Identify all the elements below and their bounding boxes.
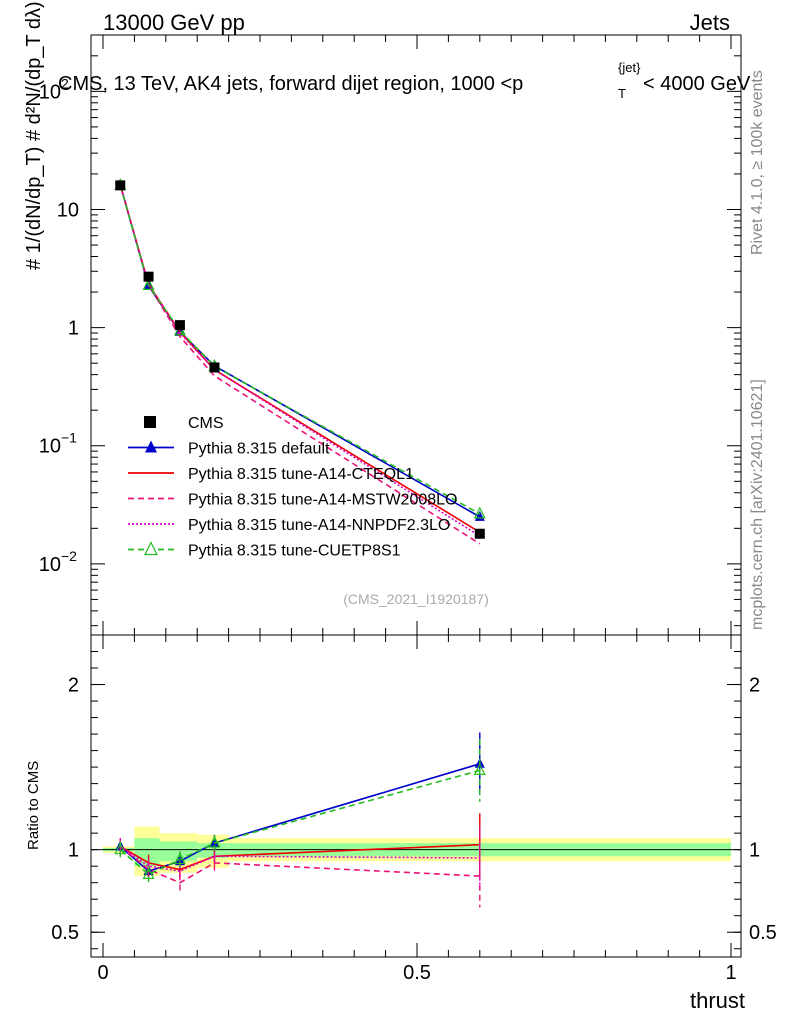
cms-data-point	[115, 180, 126, 191]
header-right: Jets	[690, 10, 730, 35]
legend-label: Pythia 8.315 tune-A14-NNPDF2.3LO	[188, 517, 450, 534]
upper-ylabel: # 1/(dN/dp_T) # d²N/(dp_T dλ)	[23, 1, 45, 270]
cms-data-point	[174, 320, 185, 331]
legend-label: Pythia 8.315 tune-CUETP8S1	[188, 543, 401, 560]
ratio-marker	[208, 835, 221, 848]
legend-swatch-marker	[145, 440, 157, 453]
lower-ytick-label-right: 0.5	[749, 922, 777, 944]
xtick-label: 1	[725, 962, 736, 984]
legend: CMS Pythia 8.315 default Pythia 8.315 tune…	[128, 415, 457, 560]
upper-ytick-label: 10	[39, 436, 61, 458]
upper-ytick-label: 10	[39, 554, 61, 576]
title-sup: {jet}	[618, 60, 641, 75]
ylabel-text: # 1/(dN/dp_T) # d²N/(dp_T dλ)	[23, 1, 45, 270]
upper-ytick-exp: 2	[61, 75, 69, 91]
xtick-label: 0.5	[403, 962, 431, 984]
xlabel: thrust	[690, 988, 745, 1013]
ratio-marker	[473, 763, 486, 776]
upper-ytick-label: 1	[68, 318, 79, 340]
legend-label: Pythia 8.315 tune-A14-CTEQL1	[188, 466, 414, 483]
upper-series-line	[119, 184, 481, 537]
ratio-series-line	[119, 845, 480, 884]
ratio-marker	[173, 852, 186, 865]
lower-frame	[90, 634, 742, 958]
legend-label: Pythia 8.315 tune-A14-MSTW2008LO	[188, 492, 457, 509]
legend-swatch-cms	[144, 416, 156, 428]
lower-ytick-label-right: 1	[749, 840, 760, 862]
cms-data-point	[143, 271, 154, 282]
upper-ytick-exp: −1	[61, 430, 77, 446]
rivet-label: Rivet 4.1.0, ≥ 100k events	[749, 70, 766, 255]
ratio-marker	[142, 867, 155, 880]
ratio-marker	[114, 842, 127, 855]
watermark: (CMS_2021_I1920187)	[343, 591, 489, 607]
title-tail: < 4000 GeV	[643, 73, 751, 95]
header-left: 13000 GeV pp	[103, 10, 245, 35]
lower-ytick-label: 0.5	[51, 922, 79, 944]
ratio-marker	[209, 837, 220, 848]
lower-ytick-label: 1	[68, 840, 79, 862]
upper-ytick-label: 10	[39, 81, 61, 103]
upper-ytick-exp: −2	[61, 548, 77, 564]
upper-marker	[142, 277, 155, 290]
ratio-series-line	[119, 845, 480, 872]
mcplots-label: mcplots.cern.ch [arXiv:2401.10621]	[749, 379, 766, 630]
uncertainty-band-green	[159, 841, 198, 862]
lower-ytick-label-right: 2	[749, 675, 760, 697]
legend-swatch-marker	[144, 541, 158, 556]
ratio-plot: 0 0.5 1 0.5 0.5 1 1 2 2	[51, 635, 777, 984]
main-title: CMS, 13 TeV, AK4 jets, forward dijet reg…	[58, 60, 751, 101]
cms-data-point	[209, 362, 220, 373]
legend-label: CMS	[188, 415, 224, 432]
title-sub: T	[618, 86, 626, 101]
xtick-label: 0	[97, 962, 108, 984]
lower-ylabel: Ratio to CMS	[25, 761, 42, 850]
title-text: CMS, 13 TeV, AK4 jets, forward dijet reg…	[58, 73, 523, 95]
lower-ytick-label: 2	[68, 675, 79, 697]
legend-label: Pythia 8.315 default	[188, 441, 330, 458]
upper-ytick-label: 10	[57, 199, 79, 221]
upper-marker	[473, 506, 486, 519]
ratio-series-line	[119, 769, 481, 876]
upper-series-line	[119, 185, 481, 515]
upper-series-line	[119, 184, 481, 545]
cms-data-point	[474, 528, 485, 539]
